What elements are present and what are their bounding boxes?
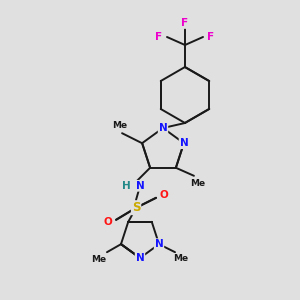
Text: N: N xyxy=(136,253,144,263)
Text: Me: Me xyxy=(92,255,106,264)
Text: H: H xyxy=(122,181,130,191)
Text: S: S xyxy=(132,201,140,214)
Text: Me: Me xyxy=(112,121,128,130)
Text: F: F xyxy=(155,32,163,42)
Text: O: O xyxy=(160,190,168,200)
Text: N: N xyxy=(154,239,164,249)
Text: O: O xyxy=(104,217,112,227)
Text: Me: Me xyxy=(173,254,189,263)
Text: F: F xyxy=(182,18,189,28)
Text: N: N xyxy=(179,138,188,148)
Text: F: F xyxy=(207,32,214,42)
Text: N: N xyxy=(159,123,167,133)
Text: Me: Me xyxy=(190,179,206,188)
Text: N: N xyxy=(136,181,144,191)
